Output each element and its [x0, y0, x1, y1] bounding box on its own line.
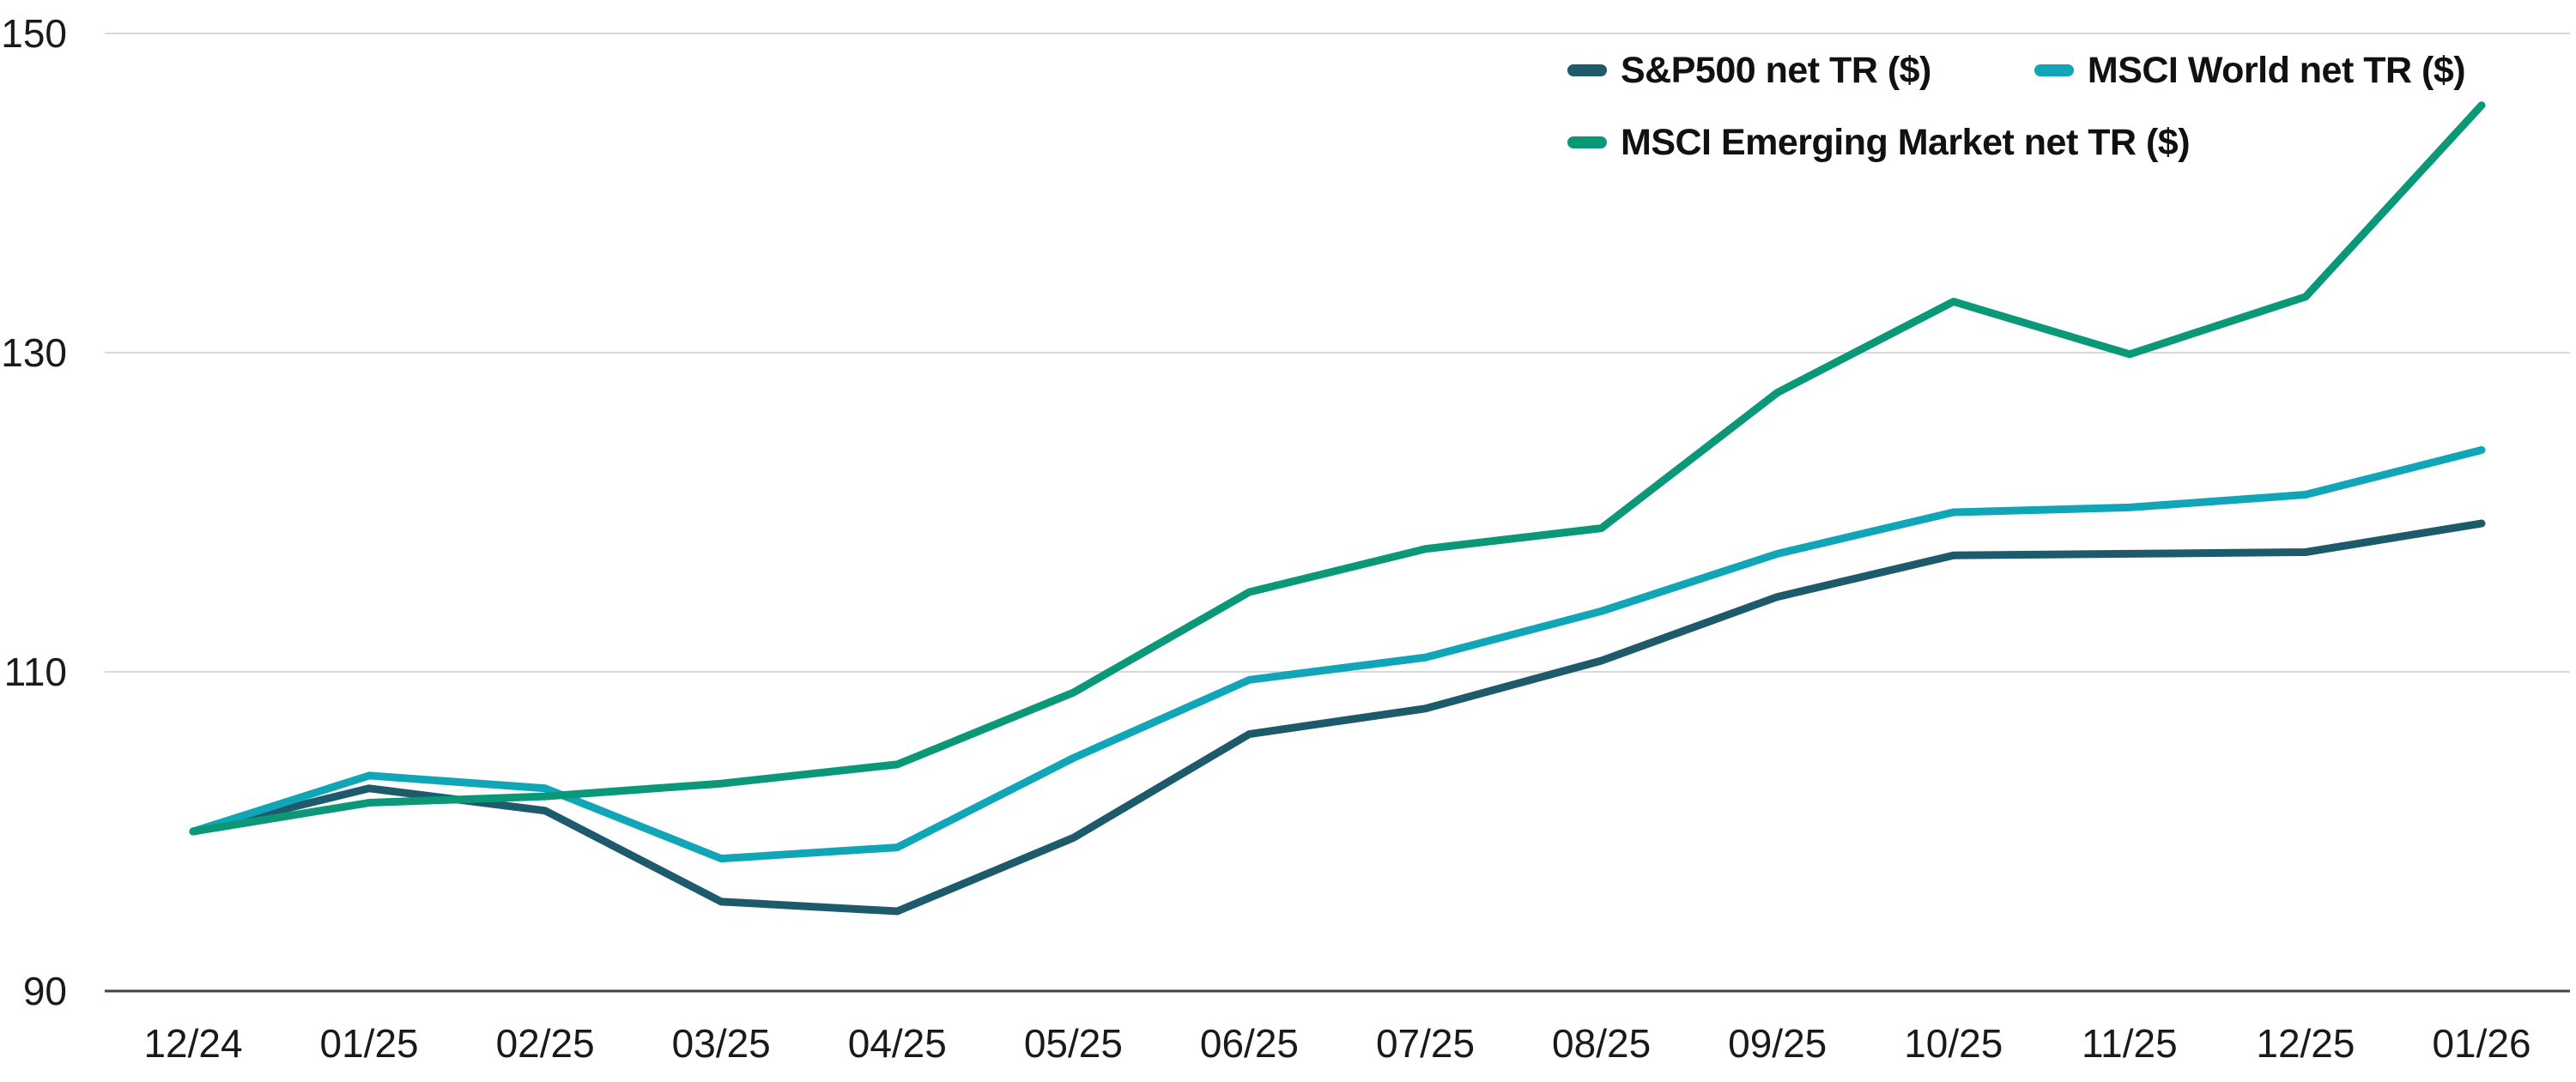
y-tick-label-150: 150	[1, 11, 67, 56]
x-tick-label-5: 05/25	[1024, 1021, 1123, 1066]
x-tick-label-3: 03/25	[672, 1021, 771, 1066]
x-tick-label-1: 01/25	[320, 1021, 419, 1066]
x-tick-label-12: 12/25	[2256, 1021, 2355, 1066]
x-tick-label-13: 01/26	[2432, 1021, 2531, 1066]
x-tick-label-9: 09/25	[1728, 1021, 1827, 1066]
x-tick-label-4: 04/25	[848, 1021, 947, 1066]
y-tick-label-110: 110	[4, 650, 67, 694]
series-line-2	[189, 101, 2486, 836]
x-tick-label-11: 11/25	[2082, 1021, 2178, 1066]
x-tick-label-6: 06/25	[1200, 1021, 1299, 1066]
series-line-1	[189, 445, 2486, 863]
x-tick-label-2: 02/25	[496, 1021, 595, 1066]
x-tick-label-8: 08/25	[1552, 1021, 1651, 1066]
y-tick-label-90: 90	[23, 969, 67, 1013]
x-tick-label-10: 10/25	[1904, 1021, 2003, 1066]
series-line-0	[189, 519, 2486, 916]
y-tick-label-130: 130	[1, 330, 67, 375]
x-tick-label-0: 12/24	[143, 1021, 242, 1066]
x-tick-label-7: 07/25	[1376, 1021, 1475, 1066]
